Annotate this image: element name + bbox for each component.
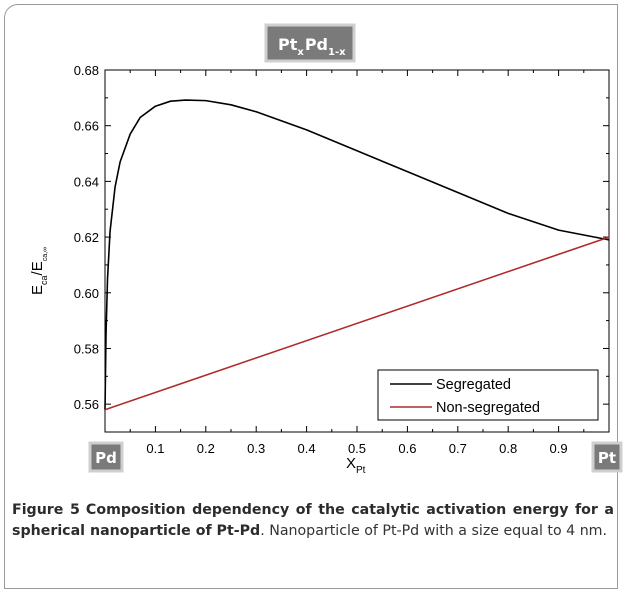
- badge-sub-1: x: [297, 47, 304, 58]
- y-axis: 0.56 0.58 0.60 0.62 0.64 0.66 0.68: [74, 63, 609, 433]
- y-tick-label: 0.64: [74, 174, 99, 189]
- x-tick-label: 0.5: [348, 441, 366, 456]
- x-tick-label: 0.7: [449, 441, 467, 456]
- badge-base-1: Pt: [278, 35, 298, 54]
- legend: Segregated Non-segregated: [377, 369, 599, 421]
- svg-text:Pd: Pd: [95, 449, 117, 467]
- badge-sub-2: 1-x: [328, 47, 346, 58]
- svg-text:PtxPd1-x: PtxPd1-x: [278, 35, 346, 58]
- line-chart: PtxPd1-x 0.00.10.20.30.40.50.60.70.80.91…: [29, 23, 623, 476]
- caption-title: Composition dependency of the catalytic …: [12, 502, 614, 539]
- x-tick-label: 0.1: [146, 441, 164, 456]
- series-line-segregated: [104, 99, 610, 410]
- caption-figure-label: Figure 5: [12, 502, 80, 518]
- y-tick-label: 0.58: [74, 341, 99, 356]
- x-axis-title: XPt: [346, 455, 366, 476]
- x-tick-label: 0.3: [247, 441, 265, 456]
- x-tick-label: 0.8: [499, 441, 517, 456]
- svg-text:Pt: Pt: [598, 449, 616, 467]
- x-tick-label: 0.2: [197, 441, 215, 456]
- y-tick-label: 0.56: [74, 397, 99, 412]
- x-tick-label: 0.9: [550, 441, 568, 456]
- y-tick-label: 0.68: [74, 63, 99, 78]
- legend-box: [377, 369, 599, 421]
- figure-caption: Figure 5 Composition dependency of the c…: [12, 500, 614, 542]
- series-lines: [104, 99, 610, 411]
- y-tick-label: 0.62: [74, 230, 99, 245]
- pt-end-badge: Pt: [591, 441, 623, 473]
- caption-body: . Nanoparticle of Pt-Pd with a size equa…: [260, 523, 608, 539]
- legend-label-non-segregated: Non-segregated: [436, 400, 540, 416]
- y-axis-title: Eca/Eca,∞: [29, 247, 49, 295]
- figure-frame: [4, 4, 618, 589]
- y-tick-label: 0.60: [74, 286, 99, 301]
- series-line-non-segregated: [104, 236, 610, 411]
- x-tick-label: 0.4: [298, 441, 316, 456]
- x-tick-label: 0.6: [398, 441, 416, 456]
- badge-base-2: Pd: [305, 35, 328, 54]
- y-tick-label: 0.66: [74, 119, 99, 134]
- legend-label-segregated: Segregated: [436, 377, 511, 393]
- alloy-formula-badge: PtxPd1-x: [264, 23, 356, 63]
- pd-end-badge: Pd: [88, 441, 124, 473]
